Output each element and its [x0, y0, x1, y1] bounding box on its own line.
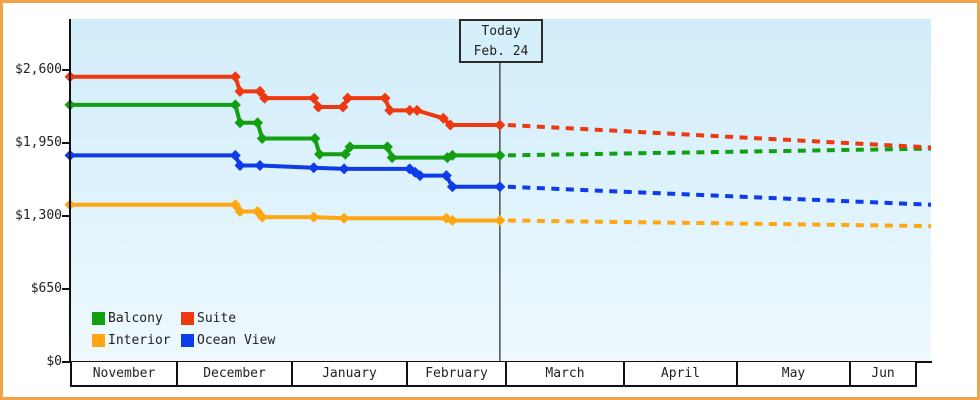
- legend-label: Suite: [197, 311, 237, 326]
- data-point-marker-ocean-view: [234, 159, 246, 171]
- data-point-marker-suite: [379, 92, 391, 104]
- today-annotation-title: Today: [481, 24, 521, 39]
- data-point-marker-suite: [437, 112, 449, 124]
- legend-label: Balcony: [108, 311, 163, 326]
- month-cell-april: April: [625, 362, 738, 385]
- month-cell-december: December: [178, 362, 293, 385]
- legend-swatch-balcony: [92, 312, 105, 325]
- legend-item-suite: Suite: [181, 311, 275, 326]
- series-line-interior: [70, 202, 500, 223]
- y-axis-tick-label: $1,300: [15, 208, 62, 223]
- data-point-marker-interior: [446, 214, 458, 226]
- legend-item-interior: Interior: [92, 333, 181, 348]
- y-axis-tick-label: $2,600: [15, 62, 62, 77]
- data-point-marker-balcony: [446, 149, 458, 161]
- forecast-line-balcony: [507, 146, 932, 158]
- y-axis-tick-label: $650: [30, 281, 62, 296]
- data-point-marker-balcony: [309, 133, 321, 145]
- month-cell-february: February: [408, 362, 507, 385]
- data-point-marker-suite: [308, 92, 320, 104]
- data-point-marker-interior: [229, 199, 241, 211]
- forecast-line-ocean-view: [507, 184, 932, 207]
- data-point-marker-interior: [494, 214, 506, 226]
- data-point-marker-interior: [308, 211, 320, 223]
- forecast-line-interior: [507, 218, 932, 229]
- data-point-marker-suite: [444, 119, 456, 131]
- data-point-marker-suite: [259, 92, 271, 104]
- y-axis-tick-label: $1,950: [15, 135, 62, 150]
- data-point-marker-interior: [234, 206, 246, 218]
- data-point-marker-suite: [494, 119, 506, 131]
- month-cell-november: November: [72, 362, 178, 385]
- data-point-marker-interior: [338, 212, 350, 224]
- data-point-marker-balcony: [252, 117, 264, 129]
- data-point-marker-ocean-view: [229, 149, 241, 161]
- series-line-ocean-view: [70, 153, 500, 189]
- forecast-line-suite: [507, 123, 932, 150]
- data-point-marker-suite: [234, 85, 246, 97]
- legend-label: Interior: [108, 333, 171, 348]
- legend-swatch-suite: [181, 312, 194, 325]
- data-point-marker-balcony: [256, 133, 268, 145]
- data-point-marker-balcony: [381, 141, 393, 153]
- data-point-marker-ocean-view: [414, 170, 426, 182]
- data-point-marker-ocean-view: [494, 181, 506, 193]
- legend-swatch-interior: [92, 334, 105, 347]
- data-point-marker-suite: [342, 92, 354, 104]
- data-point-marker-balcony: [234, 117, 246, 129]
- data-point-marker-balcony: [494, 149, 506, 161]
- data-point-marker-ocean-view: [338, 163, 350, 175]
- month-cell-january: January: [293, 362, 408, 385]
- x-axis-months: November December January February March Apri…: [70, 362, 917, 387]
- legend: Balcony Suite Interior Ocean View: [92, 311, 275, 348]
- data-point-marker-suite: [411, 104, 423, 116]
- data-point-marker-ocean-view: [440, 170, 452, 182]
- data-point-marker-balcony: [229, 99, 241, 111]
- legend-item-ocean-view: Ocean View: [181, 333, 275, 348]
- data-point-marker-balcony: [314, 148, 326, 160]
- data-point-marker-suite: [384, 104, 396, 116]
- y-axis-tick-label: $0: [46, 354, 62, 369]
- legend-item-balcony: Balcony: [92, 311, 181, 326]
- legend-label: Ocean View: [197, 333, 276, 348]
- data-point-marker-balcony: [344, 141, 356, 153]
- today-annotation: Today Feb. 24: [459, 19, 543, 63]
- data-point-marker-suite: [254, 85, 266, 97]
- data-point-marker-suite: [337, 101, 349, 113]
- data-point-marker-suite: [404, 104, 416, 116]
- month-cell-jun: Jun: [851, 362, 917, 385]
- data-point-marker-balcony: [339, 148, 351, 160]
- today-annotation-date: Feb. 24: [473, 44, 529, 59]
- series-line-suite: [70, 74, 500, 128]
- data-point-marker-ocean-view: [446, 181, 458, 193]
- month-cell-march: March: [507, 362, 625, 385]
- data-point-marker-ocean-view: [308, 162, 320, 174]
- legend-swatch-ocean-view: [181, 334, 194, 347]
- data-point-marker-suite: [312, 101, 324, 113]
- series-line-balcony: [70, 102, 500, 160]
- data-point-marker-balcony: [386, 152, 398, 164]
- data-point-marker-interior: [256, 211, 268, 223]
- data-point-marker-suite: [229, 71, 241, 83]
- data-point-marker-ocean-view: [254, 159, 266, 171]
- month-cell-may: May: [738, 362, 851, 385]
